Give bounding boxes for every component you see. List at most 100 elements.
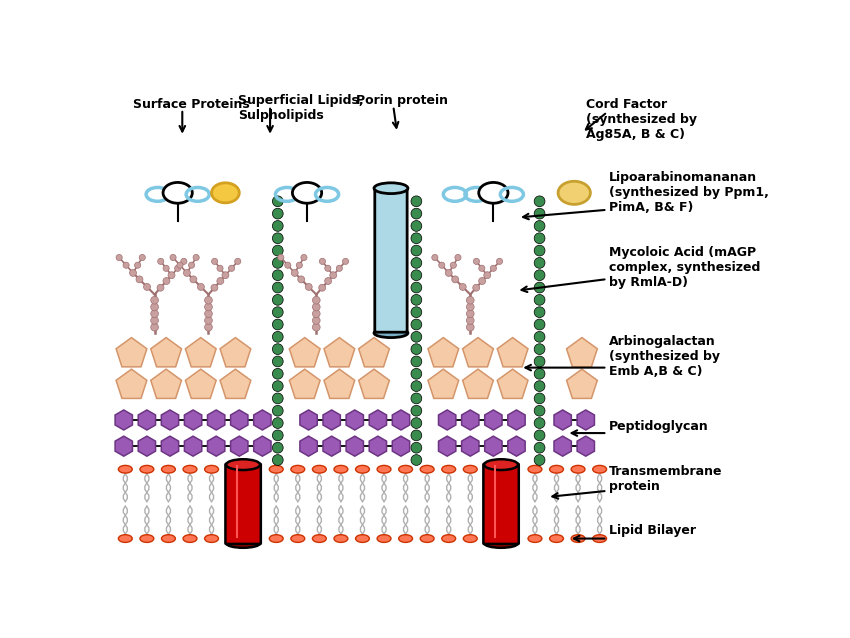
Circle shape — [229, 265, 235, 271]
Ellipse shape — [334, 465, 348, 473]
Polygon shape — [577, 410, 594, 430]
Circle shape — [272, 442, 283, 453]
Polygon shape — [253, 436, 271, 456]
Polygon shape — [207, 436, 225, 456]
Circle shape — [534, 405, 545, 416]
Circle shape — [150, 323, 158, 331]
Circle shape — [534, 233, 545, 244]
Polygon shape — [554, 436, 571, 456]
Polygon shape — [184, 436, 201, 456]
Polygon shape — [184, 410, 201, 430]
Circle shape — [313, 297, 320, 304]
Circle shape — [459, 283, 466, 290]
Circle shape — [272, 368, 283, 379]
Ellipse shape — [484, 538, 518, 548]
Polygon shape — [484, 410, 502, 430]
Circle shape — [411, 368, 422, 379]
Ellipse shape — [377, 535, 391, 542]
Circle shape — [272, 233, 283, 244]
Polygon shape — [346, 436, 364, 456]
Circle shape — [272, 258, 283, 269]
FancyBboxPatch shape — [484, 464, 518, 544]
Ellipse shape — [163, 182, 192, 204]
Ellipse shape — [205, 535, 218, 542]
Circle shape — [272, 331, 283, 342]
Circle shape — [272, 245, 283, 256]
Polygon shape — [462, 369, 493, 398]
Circle shape — [136, 276, 143, 283]
Polygon shape — [507, 436, 525, 456]
Ellipse shape — [118, 535, 133, 542]
Circle shape — [534, 381, 545, 392]
Ellipse shape — [528, 465, 542, 473]
Circle shape — [411, 196, 422, 207]
Ellipse shape — [355, 465, 370, 473]
Circle shape — [217, 265, 223, 271]
Circle shape — [163, 265, 169, 271]
Circle shape — [432, 255, 438, 260]
Circle shape — [150, 297, 158, 304]
Ellipse shape — [463, 465, 477, 473]
Circle shape — [534, 368, 545, 379]
Polygon shape — [577, 436, 594, 456]
Ellipse shape — [269, 465, 283, 473]
Circle shape — [313, 316, 320, 324]
Ellipse shape — [550, 465, 564, 473]
Ellipse shape — [226, 538, 260, 548]
Circle shape — [139, 255, 145, 260]
Circle shape — [205, 297, 212, 304]
Circle shape — [205, 316, 212, 324]
Ellipse shape — [592, 465, 607, 473]
Circle shape — [411, 442, 422, 453]
Ellipse shape — [399, 535, 412, 542]
Circle shape — [189, 262, 195, 269]
Circle shape — [330, 272, 337, 279]
Circle shape — [337, 265, 343, 271]
Ellipse shape — [442, 535, 456, 542]
Ellipse shape — [183, 535, 197, 542]
Ellipse shape — [484, 459, 518, 470]
Ellipse shape — [140, 535, 154, 542]
Circle shape — [319, 285, 326, 291]
Circle shape — [163, 278, 170, 285]
Circle shape — [297, 262, 303, 269]
Circle shape — [467, 316, 474, 324]
Ellipse shape — [291, 465, 304, 473]
Text: Mycoloic Acid (mAGP
complex, synthesized
by RmlA-D): Mycoloic Acid (mAGP complex, synthesized… — [609, 246, 760, 289]
Circle shape — [197, 283, 204, 290]
Circle shape — [534, 455, 545, 465]
Polygon shape — [116, 369, 147, 398]
Circle shape — [473, 285, 479, 291]
Circle shape — [479, 265, 484, 271]
Circle shape — [534, 221, 545, 232]
Text: Cord Factor
(synthesized by
Ag85A, B & C): Cord Factor (synthesized by Ag85A, B & C… — [586, 98, 697, 141]
Ellipse shape — [463, 535, 477, 542]
Polygon shape — [324, 338, 354, 367]
Ellipse shape — [571, 535, 585, 542]
Circle shape — [325, 278, 332, 285]
Text: Transmembrane
protein: Transmembrane protein — [609, 465, 722, 493]
Ellipse shape — [212, 183, 240, 203]
Circle shape — [150, 303, 158, 311]
Polygon shape — [300, 436, 317, 456]
Circle shape — [272, 381, 283, 392]
Circle shape — [411, 455, 422, 465]
Circle shape — [411, 356, 422, 367]
Circle shape — [411, 208, 422, 219]
Polygon shape — [346, 410, 364, 430]
Circle shape — [157, 258, 164, 264]
Ellipse shape — [118, 465, 133, 473]
Polygon shape — [567, 369, 598, 398]
Polygon shape — [220, 369, 251, 398]
Circle shape — [411, 221, 422, 232]
Circle shape — [205, 323, 212, 331]
Circle shape — [222, 272, 229, 279]
Polygon shape — [369, 436, 387, 456]
FancyBboxPatch shape — [375, 189, 407, 332]
Polygon shape — [207, 410, 225, 430]
Circle shape — [473, 258, 479, 264]
Circle shape — [411, 233, 422, 244]
Polygon shape — [253, 410, 271, 430]
Circle shape — [534, 418, 545, 429]
Circle shape — [411, 418, 422, 429]
